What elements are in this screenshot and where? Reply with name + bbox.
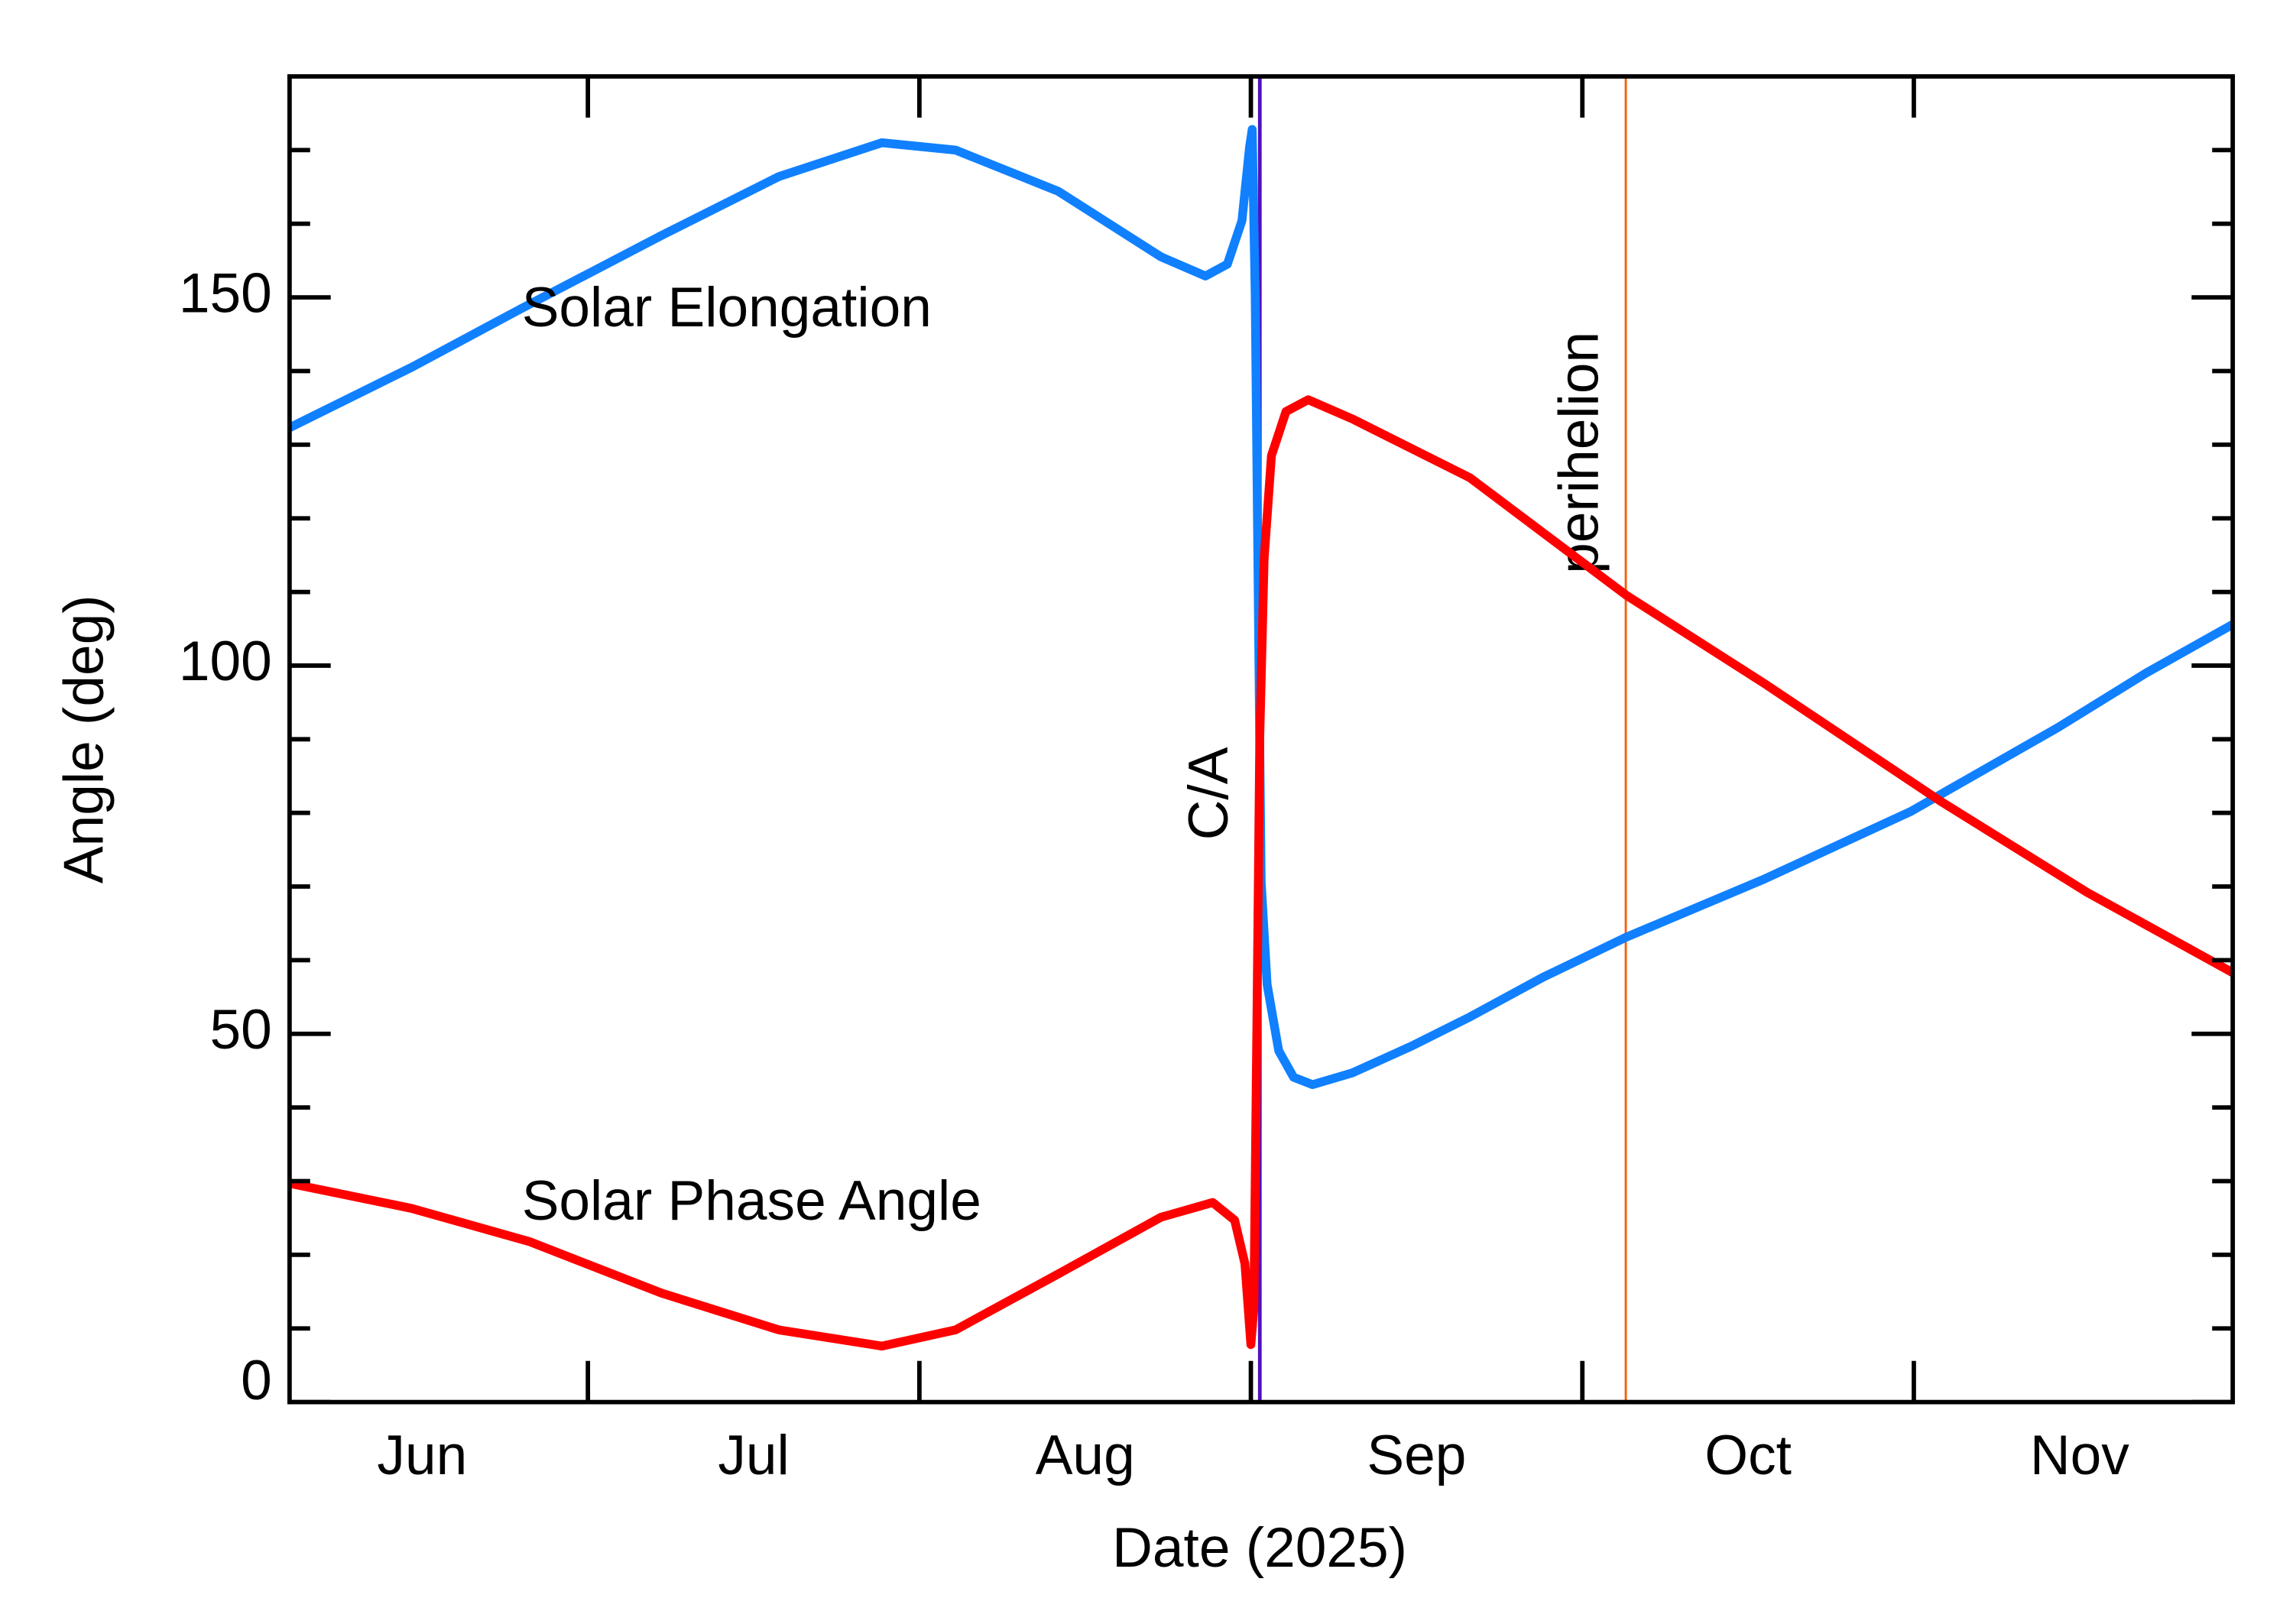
marker-label: perihelion [1548,332,1610,574]
y-tick-label: 50 [209,999,271,1061]
x-tick-label: Jul [718,1425,789,1486]
data-line [288,395,2235,1351]
y-tick-label: 150 [179,262,272,324]
series-label: Solar Elongation [522,277,932,339]
x-tick-label: Jun [377,1425,467,1486]
y-tick-label: 100 [179,630,272,692]
x-axis-label: Date (2025) [1112,1517,1407,1579]
series-label: Solar Phase Angle [522,1170,981,1232]
x-tick-label: Nov [2030,1425,2129,1486]
marker-label: C/A [1178,747,1240,840]
y-axis-label: Angle (deg) [54,595,115,883]
x-tick-label: Aug [1036,1425,1135,1486]
x-tick-label: Oct [1704,1425,1792,1486]
y-tick-label: 0 [241,1350,272,1412]
data-line [287,125,2235,1090]
x-tick-label: Sep [1367,1425,1466,1486]
